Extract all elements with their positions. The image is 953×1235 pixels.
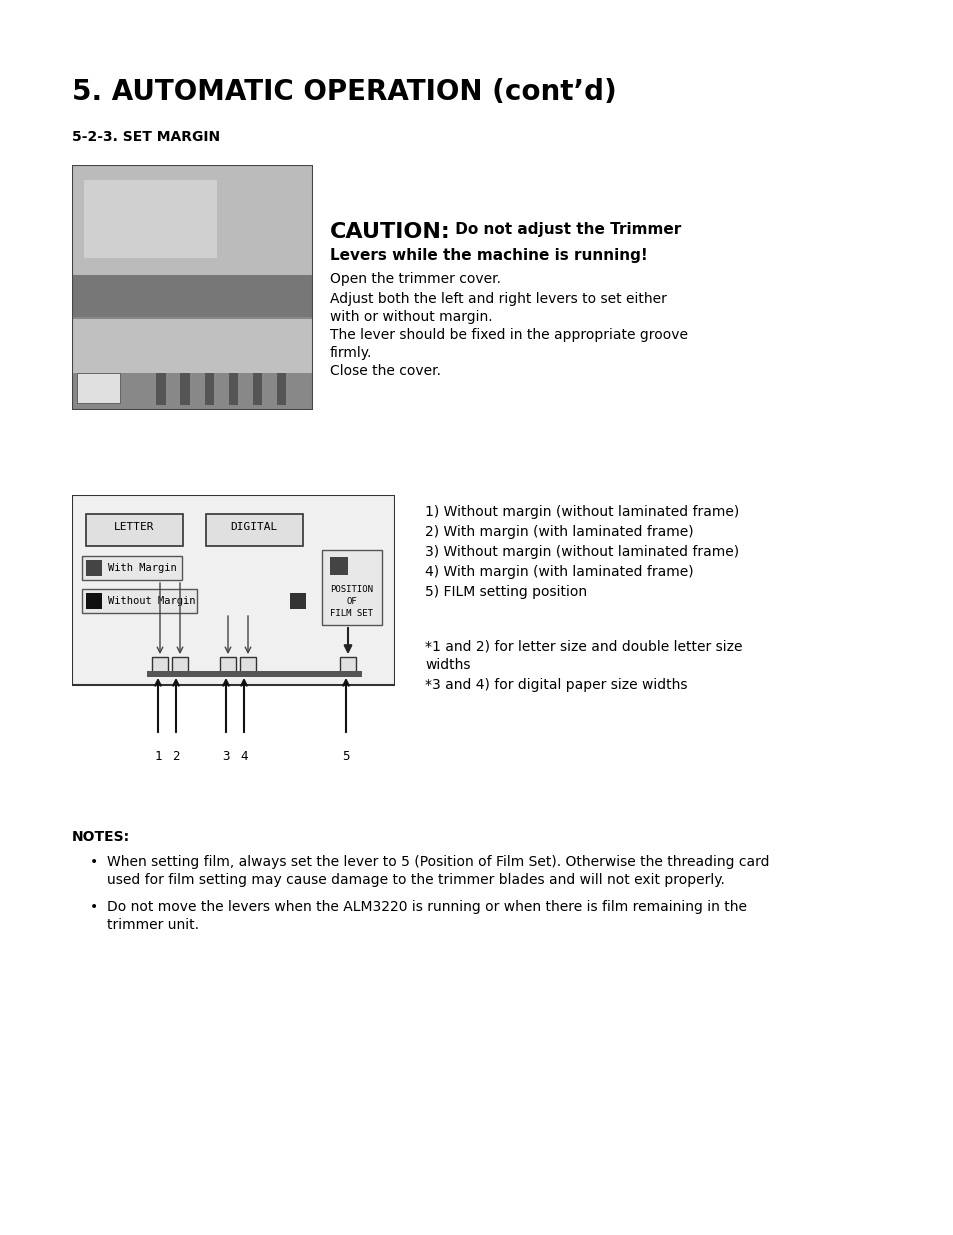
Text: 5: 5 — [342, 751, 350, 763]
Text: 5-2-3. SET MARGIN: 5-2-3. SET MARGIN — [71, 130, 220, 144]
Text: Close the cover.: Close the cover. — [330, 364, 440, 378]
Text: firmly.: firmly. — [330, 346, 372, 359]
Text: 3: 3 — [222, 751, 230, 763]
Bar — [253, 373, 262, 405]
Text: Without Margin: Without Margin — [108, 597, 195, 606]
Text: Adjust both the left and right levers to set either: Adjust both the left and right levers to… — [330, 291, 666, 306]
Text: OF: OF — [346, 597, 357, 605]
FancyBboxPatch shape — [206, 514, 303, 546]
Text: with or without margin.: with or without margin. — [330, 310, 492, 324]
Text: trimmer unit.: trimmer unit. — [107, 918, 199, 932]
Bar — [220, 657, 235, 676]
Text: •: • — [90, 900, 98, 914]
Text: LETTER: LETTER — [113, 522, 154, 532]
Bar — [172, 657, 188, 676]
Text: Do not adjust the Trimmer: Do not adjust the Trimmer — [450, 222, 680, 237]
Bar — [84, 180, 216, 258]
Bar — [147, 671, 361, 677]
Text: *1 and 2) for letter size and double letter size: *1 and 2) for letter size and double let… — [424, 640, 741, 655]
Text: The lever should be fixed in the appropriate groove: The lever should be fixed in the appropr… — [330, 329, 687, 342]
Bar — [86, 593, 102, 609]
Bar — [204, 373, 214, 405]
Bar — [339, 657, 355, 676]
Bar — [71, 275, 313, 317]
Bar — [71, 495, 395, 685]
Text: Open the trimmer cover.: Open the trimmer cover. — [330, 272, 500, 287]
Text: Levers while the machine is running!: Levers while the machine is running! — [330, 248, 647, 263]
Bar — [82, 556, 182, 580]
Bar — [290, 593, 306, 609]
Text: Do not move the levers when the ALM3220 is running or when there is film remaini: Do not move the levers when the ALM3220 … — [107, 900, 746, 914]
Bar — [82, 589, 196, 613]
Bar — [276, 373, 286, 405]
FancyBboxPatch shape — [86, 514, 183, 546]
Text: 1: 1 — [154, 751, 162, 763]
Text: FILM SET: FILM SET — [330, 609, 374, 618]
Bar — [71, 320, 313, 373]
Text: With Margin: With Margin — [108, 563, 176, 573]
Text: POSITION: POSITION — [330, 584, 374, 594]
Text: When setting film, always set the lever to 5 (Position of Film Set). Otherwise t: When setting film, always set the lever … — [107, 855, 769, 869]
Text: •: • — [90, 855, 98, 869]
Text: 1) Without margin (without laminated frame): 1) Without margin (without laminated fra… — [424, 505, 739, 519]
Bar — [229, 373, 238, 405]
Bar — [322, 550, 381, 625]
Bar — [180, 373, 190, 405]
Bar — [240, 657, 255, 676]
Bar — [71, 317, 313, 410]
Text: 2: 2 — [172, 751, 179, 763]
Text: widths: widths — [424, 658, 470, 672]
Text: CAUTION:: CAUTION: — [330, 222, 450, 242]
Bar — [71, 165, 313, 275]
Text: 3) Without margin (without laminated frame): 3) Without margin (without laminated fra… — [424, 545, 739, 559]
Bar — [152, 657, 168, 676]
Text: 5) FILM setting position: 5) FILM setting position — [424, 585, 586, 599]
Bar — [77, 373, 120, 403]
Text: used for film setting may cause damage to the trimmer blades and will not exit p: used for film setting may cause damage t… — [107, 873, 724, 887]
Bar — [330, 557, 348, 576]
Text: 4) With margin (with laminated frame): 4) With margin (with laminated frame) — [424, 564, 693, 579]
Text: 4: 4 — [240, 751, 248, 763]
Text: 2) With margin (with laminated frame): 2) With margin (with laminated frame) — [424, 525, 693, 538]
Bar — [156, 373, 166, 405]
Text: NOTES:: NOTES: — [71, 830, 130, 844]
Text: 5. AUTOMATIC OPERATION (cont’d): 5. AUTOMATIC OPERATION (cont’d) — [71, 78, 616, 106]
Bar — [86, 559, 102, 576]
Text: *3 and 4) for digital paper size widths: *3 and 4) for digital paper size widths — [424, 678, 687, 692]
Text: DIGITAL: DIGITAL — [230, 522, 277, 532]
